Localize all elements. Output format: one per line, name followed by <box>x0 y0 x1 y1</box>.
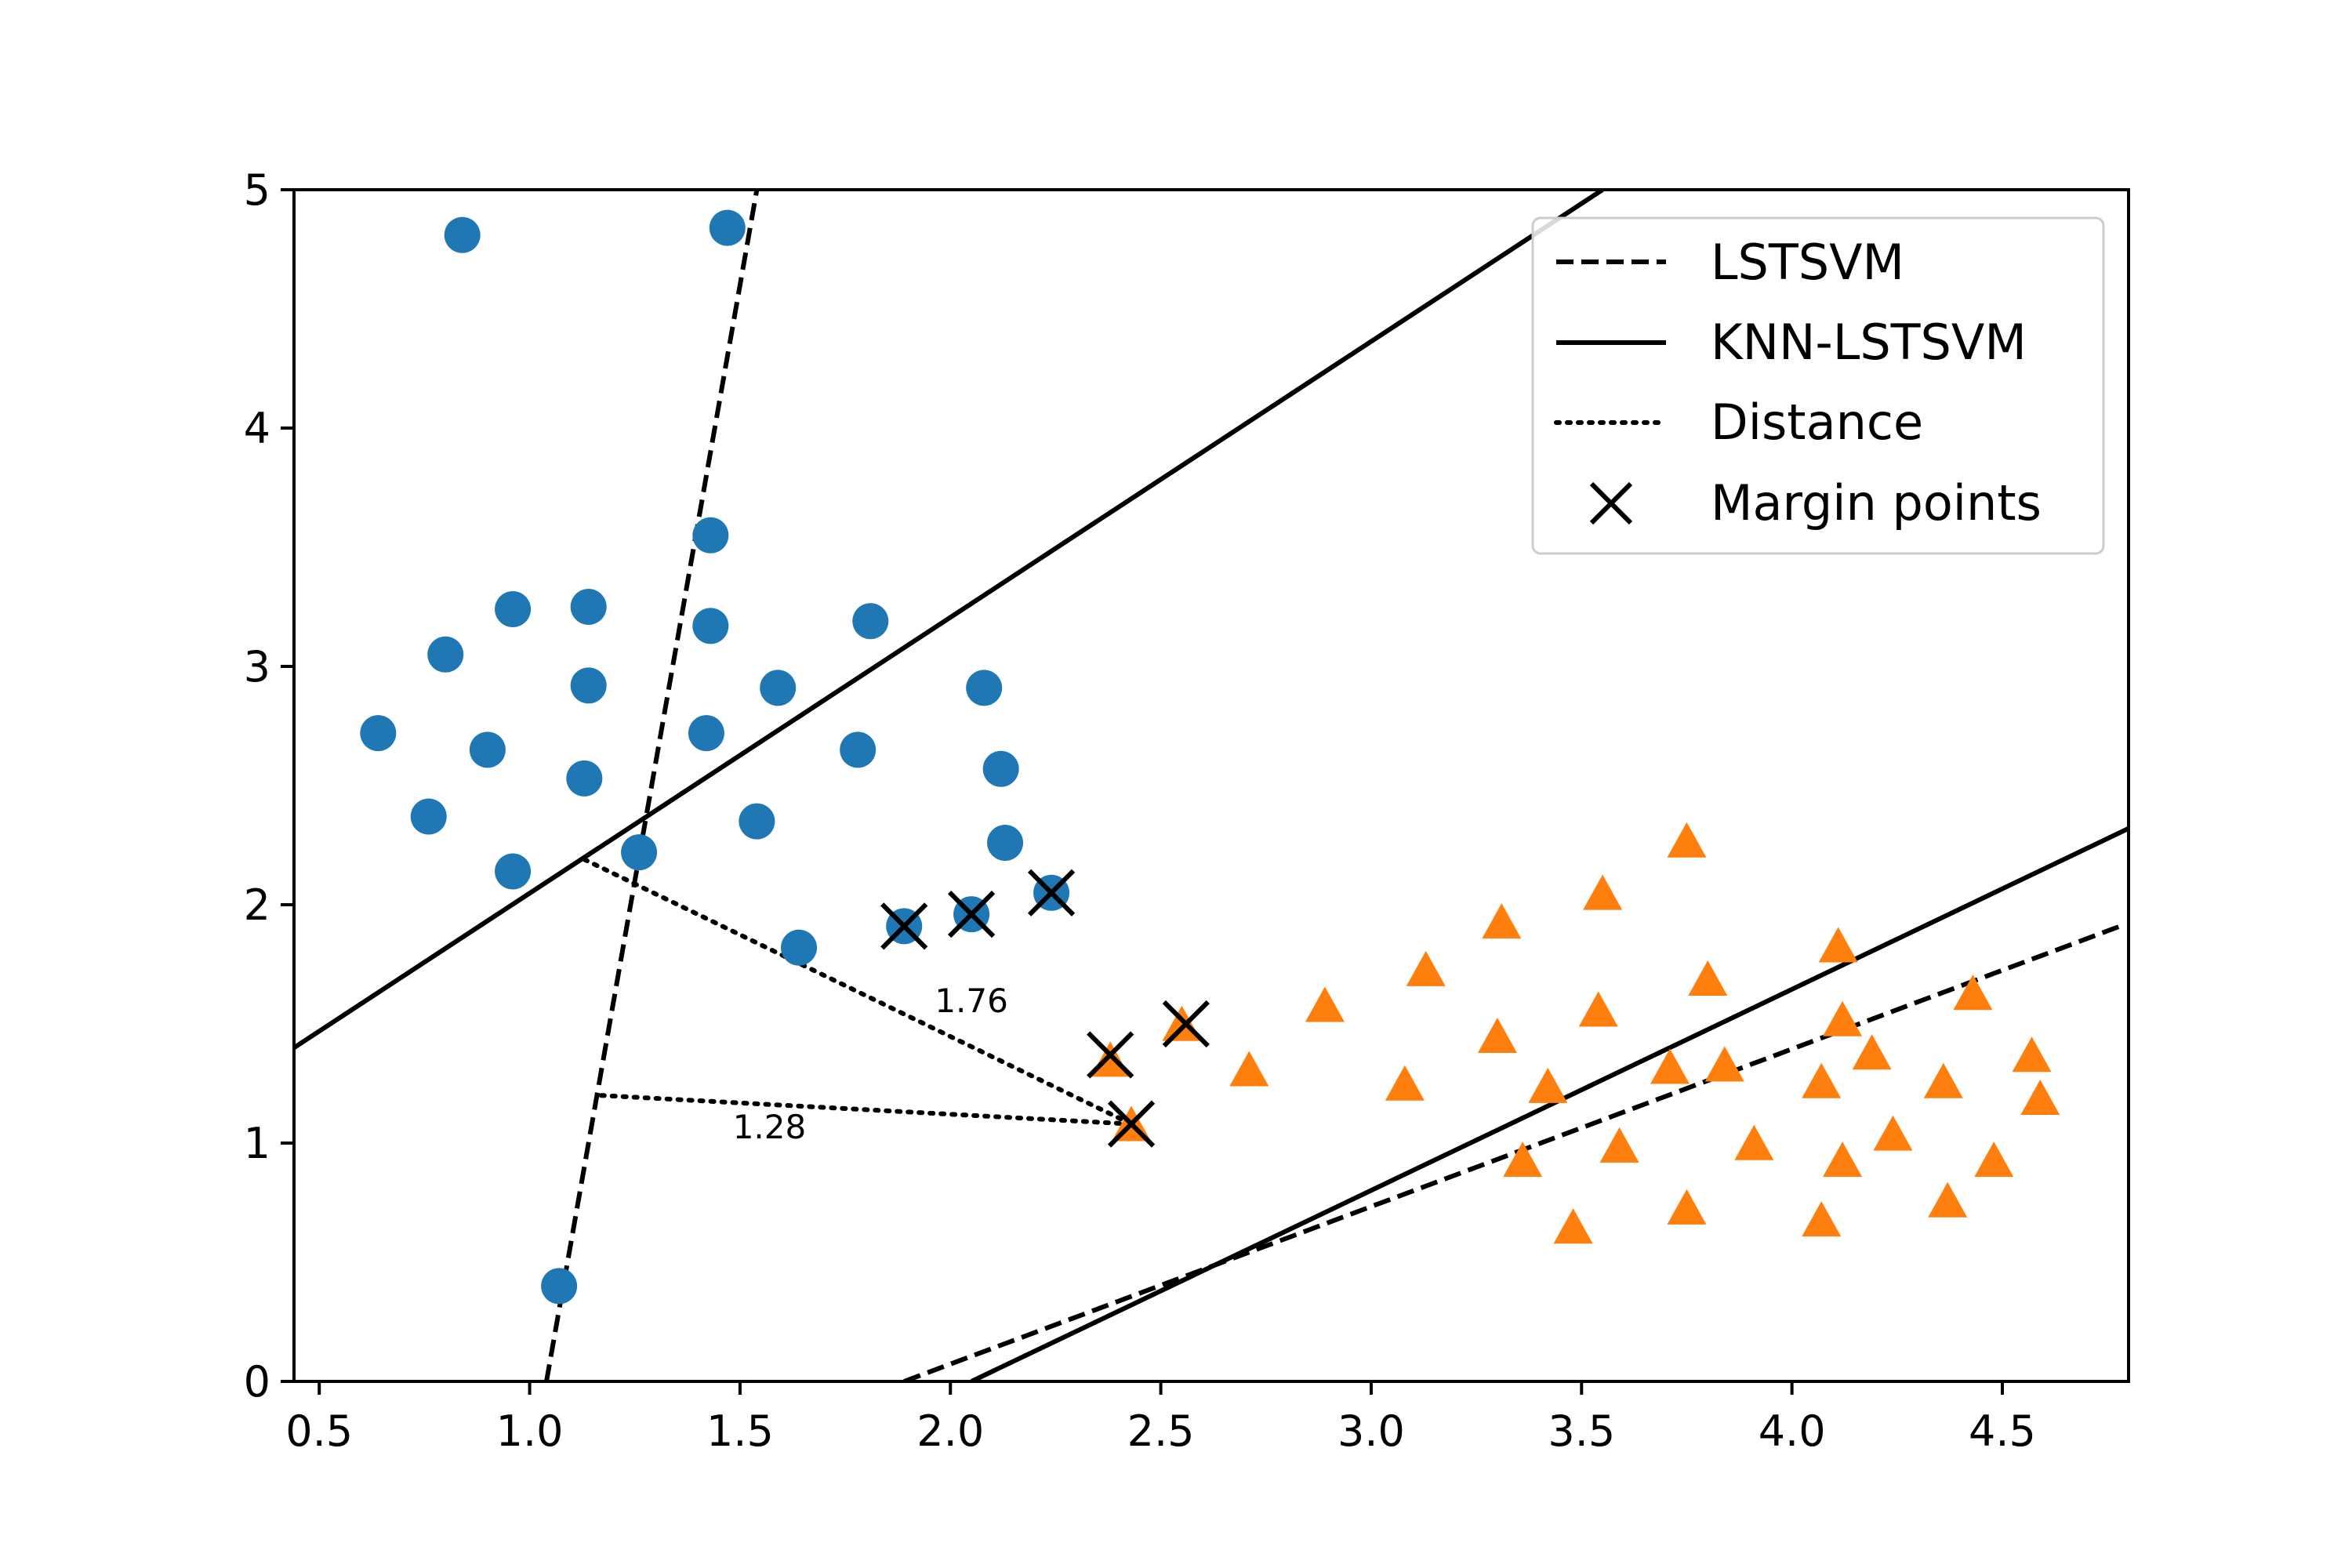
knn-lstsvm-line-2 <box>294 190 1604 1050</box>
class2-point <box>1528 1067 1568 1103</box>
plot-frame <box>292 188 2130 1383</box>
class1-point <box>410 798 447 835</box>
class2-point <box>1578 991 1618 1027</box>
class2-point <box>1599 1127 1639 1163</box>
class2-point <box>1852 1034 1892 1070</box>
legend-box <box>1531 216 2105 555</box>
class1-point <box>469 731 506 768</box>
class2-point <box>1553 1208 1593 1244</box>
class1-point <box>692 608 729 644</box>
class1-point <box>739 803 775 840</box>
x-tick-label: 3.0 <box>1338 1406 1405 1456</box>
legend: LSTSVM KNN-LSTSVM Distance Margin points <box>1531 216 2105 555</box>
margin-point-x-marker <box>880 902 928 950</box>
distance-label-0: 1.76 <box>935 982 1008 1020</box>
margin-point-x-marker <box>947 891 996 938</box>
x-tick-label: 2.0 <box>916 1406 984 1456</box>
legend-label-margin-points: Margin points <box>1711 474 2042 532</box>
class2-point <box>1667 822 1707 858</box>
y-tick-label: 3 <box>244 642 270 691</box>
class2-point <box>1974 1142 2014 1178</box>
y-tick-label: 1 <box>244 1119 270 1168</box>
margin-point-x-marker <box>1087 1031 1134 1079</box>
y-tick-label: 2 <box>244 880 270 930</box>
class1-point <box>566 760 603 797</box>
class1-point <box>688 715 724 752</box>
class2-point <box>1406 950 1446 986</box>
class1-point <box>570 589 607 625</box>
class2-point <box>1823 1142 1863 1178</box>
class1-point <box>495 853 532 890</box>
class1-point <box>692 517 729 554</box>
x-tick-label: 3.5 <box>1548 1406 1615 1456</box>
x-tick-label: 1.5 <box>706 1406 774 1456</box>
class2-point <box>1953 975 1993 1011</box>
class1-point <box>427 636 464 673</box>
fit-lines <box>294 190 2129 1381</box>
class1-point <box>360 715 397 752</box>
class2-point <box>1823 1000 1863 1036</box>
class2-point <box>1667 1189 1707 1225</box>
class2-point <box>2020 1080 2060 1116</box>
data-points <box>360 209 2060 1305</box>
x-tick-label: 4.0 <box>1759 1406 1826 1456</box>
distance-lines: 1.76 1.28 <box>582 857 1134 1146</box>
class1-point <box>495 591 532 628</box>
class2-point <box>1482 903 1522 939</box>
margin-point-x-marker <box>1107 1100 1156 1148</box>
y-tick-label: 0 <box>244 1357 270 1406</box>
class2-point <box>1704 1046 1744 1082</box>
class1-point <box>621 834 658 871</box>
class2-point <box>1229 1051 1269 1087</box>
distance-line-0 <box>582 857 1134 1127</box>
class1-point <box>709 209 746 246</box>
class1-point <box>982 750 1019 787</box>
legend-label-lstsvm: LSTSVM <box>1711 234 1904 291</box>
class2-point <box>1503 1142 1543 1178</box>
x-tick-label: 2.5 <box>1127 1406 1195 1456</box>
class1-point <box>781 929 818 966</box>
x-tick-label: 1.0 <box>496 1406 564 1456</box>
class1-point <box>840 731 877 768</box>
margin-markers <box>880 869 1210 1148</box>
class2-point <box>1923 1062 1963 1098</box>
legend-x-marker-icon <box>1589 481 1633 525</box>
class2-point <box>1385 1065 1425 1101</box>
lstsvm-line-0 <box>544 190 760 1381</box>
class2-point <box>1477 1017 1517 1053</box>
class2-point <box>1928 1181 1968 1218</box>
class2-point <box>2012 1036 2052 1073</box>
class1-point <box>444 216 481 253</box>
y-tick-label: 4 <box>244 404 270 453</box>
class1-point <box>987 824 1024 861</box>
class1-point <box>760 670 797 706</box>
class2-point <box>1305 986 1345 1022</box>
class2-point <box>1734 1124 1774 1160</box>
legend-label-knn-lstsvm: KNN-LSTSVM <box>1711 314 2027 371</box>
class2-point <box>1583 874 1623 910</box>
axis-ticks: 0.5 1.0 1.5 2.0 2.5 3.0 3.5 4.0 4.5 0 1 2 3 4 5 <box>244 165 2036 1456</box>
class1-point <box>852 603 889 640</box>
margin-point-x-marker <box>1027 869 1076 916</box>
distance-label-1: 1.28 <box>733 1108 807 1146</box>
distance-line-1 <box>598 1093 1134 1127</box>
class2-point <box>1688 960 1728 996</box>
y-tick-label: 5 <box>244 165 270 215</box>
class1-point <box>966 670 1003 706</box>
x-tick-label: 0.5 <box>285 1406 353 1456</box>
lstsvm-line-1 <box>903 924 2122 1381</box>
legend-label-distance: Distance <box>1711 394 1923 451</box>
class2-point <box>1802 1201 1842 1237</box>
class2-point <box>1873 1115 1913 1151</box>
class2-point <box>1818 927 1858 963</box>
class2-point <box>1802 1062 1842 1098</box>
class2-point <box>1650 1048 1690 1084</box>
x-tick-label: 4.5 <box>1969 1406 2036 1456</box>
knn-lstsvm-line-3 <box>970 826 2129 1381</box>
class1-point <box>541 1268 578 1305</box>
margin-point-x-marker <box>1162 1000 1210 1048</box>
class1-point <box>570 667 607 704</box>
